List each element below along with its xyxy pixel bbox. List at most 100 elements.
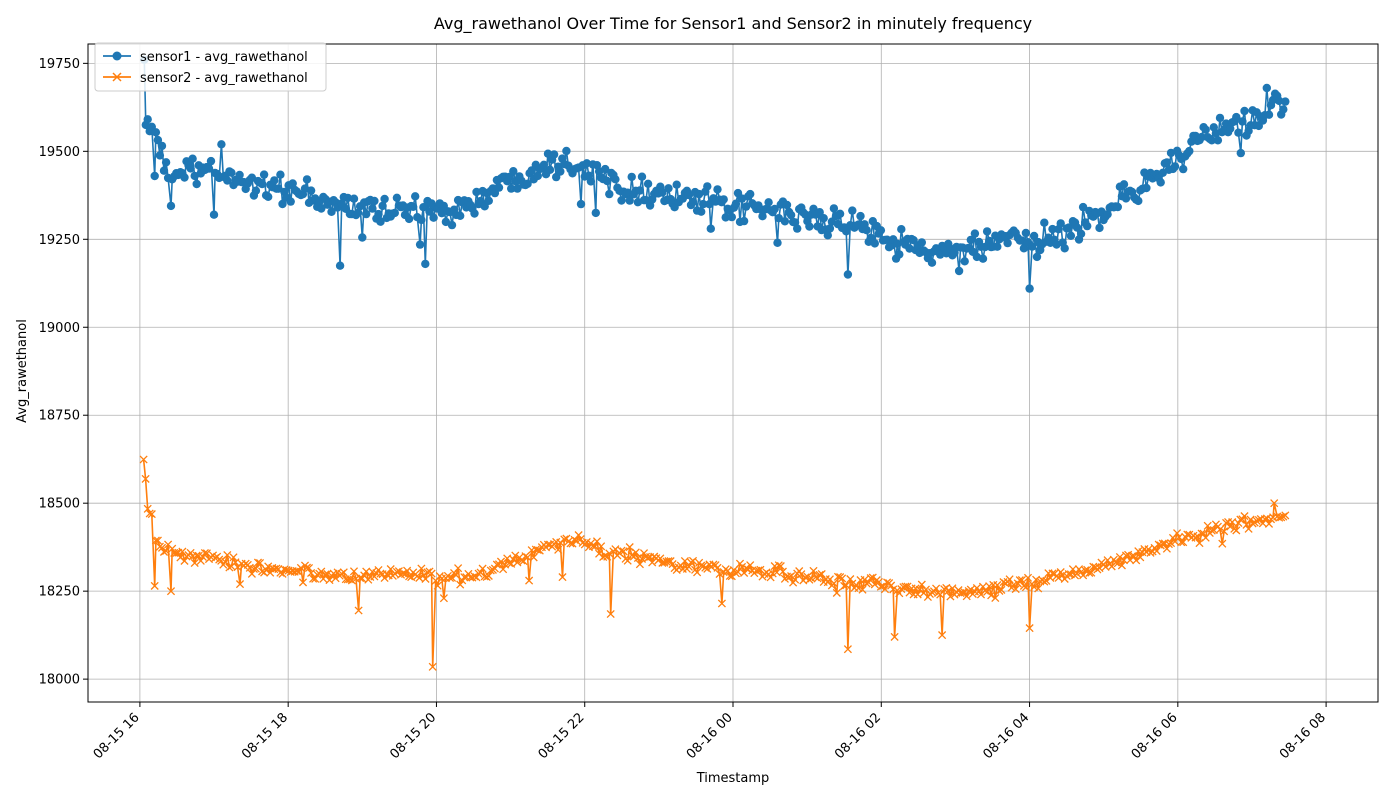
sensor1-point <box>155 151 165 160</box>
sensor1-point <box>1262 83 1272 93</box>
sensor2-point <box>605 549 614 558</box>
sensor1-point <box>1234 128 1243 137</box>
sensor2-point <box>403 566 412 575</box>
sensor2-point <box>944 586 953 595</box>
sensor1-point <box>1119 180 1129 189</box>
sensor1-point <box>815 208 824 217</box>
y-axis-label: Avg_rawethanol <box>15 319 30 423</box>
sensor2-point <box>713 563 722 572</box>
sensor1-point <box>770 204 779 214</box>
sensor1-point <box>417 215 426 225</box>
sensor1-point <box>247 173 257 182</box>
y-axis: 18000 18250 18500 18750 19000 19250 19500 19750 <box>39 57 88 688</box>
sensor1-point <box>1232 112 1241 122</box>
sensor1-point <box>1103 210 1112 219</box>
sensor1-point <box>1021 228 1031 238</box>
sensor1-point <box>993 242 1002 251</box>
sensor1-point <box>409 202 418 211</box>
sensor1-point <box>982 227 992 236</box>
sensor1-point <box>288 179 297 188</box>
sensor2-point <box>304 563 314 573</box>
sensor1-point <box>576 199 586 209</box>
sensor2-point <box>292 566 301 575</box>
sensor2-point <box>509 555 518 564</box>
sensor1-point <box>278 199 287 209</box>
sensor2-point <box>1117 561 1126 570</box>
sensor1-point <box>235 170 244 180</box>
sensor2-point <box>635 560 644 569</box>
sensor1-point <box>1040 218 1049 227</box>
sensor2-point <box>1226 522 1235 531</box>
sensor1-point <box>317 204 326 213</box>
sensor2-point <box>499 565 508 574</box>
sensor2-point <box>991 593 1000 603</box>
sensor2-point <box>1015 576 1024 585</box>
sensor2-point <box>860 575 869 584</box>
sensor2-point <box>558 573 567 582</box>
sensor2-point <box>601 551 610 560</box>
sensor1-point <box>706 224 715 233</box>
sensor2-point <box>249 564 258 574</box>
sensor1-point <box>259 170 269 179</box>
sensor2-point <box>1175 533 1184 542</box>
sensor2-point <box>631 548 640 557</box>
sensor2-point <box>637 554 647 563</box>
sensor2-point <box>298 578 308 587</box>
sensor2-point <box>478 564 487 573</box>
sensor1-point <box>970 229 980 238</box>
sensor1-point <box>404 214 414 224</box>
sensor1-point <box>556 167 565 176</box>
sensor1-point <box>1238 117 1247 126</box>
sensor1-point <box>1156 178 1165 187</box>
sensor1-point <box>549 150 559 159</box>
sensor1-point <box>1064 223 1074 232</box>
sensor2-point <box>590 542 600 551</box>
sensor2-point <box>703 564 712 573</box>
sensor2-point <box>619 547 628 556</box>
sensor1-point <box>494 183 504 192</box>
sensor2-point <box>1218 539 1227 548</box>
sensor1-point <box>1025 284 1034 293</box>
sensor1-point <box>927 258 937 267</box>
sensor1-point <box>1197 132 1206 142</box>
sensor1-point <box>186 164 195 173</box>
sensor2-point <box>192 551 201 560</box>
sensor1-point <box>978 254 988 263</box>
sensor2-point <box>1017 575 1026 585</box>
x-tick-label: 08-16 08 <box>1277 710 1329 762</box>
sensor2-point <box>1193 532 1202 541</box>
sensor1-point <box>513 184 522 193</box>
sensor2-point <box>697 561 706 570</box>
sensor2-point <box>946 592 955 601</box>
sensor2-point <box>840 581 849 590</box>
sensor2-point <box>1270 499 1279 508</box>
sensor1-point <box>1083 221 1092 231</box>
sensor2-point <box>392 567 401 576</box>
sensor2-point <box>1119 556 1129 565</box>
sensor2-point <box>521 552 530 561</box>
sensor2-point <box>938 631 947 640</box>
sensor1-point <box>876 226 886 235</box>
sensor1-point <box>719 195 728 204</box>
sensor2-point <box>294 567 303 576</box>
sensor2-point <box>325 576 334 585</box>
sensor1-point <box>611 175 620 184</box>
sensor1-point <box>664 184 673 193</box>
sensor1-point <box>392 193 402 202</box>
sensor1-point <box>635 186 645 195</box>
sensor2-point <box>597 542 606 551</box>
sensor2-point <box>717 599 726 608</box>
sensor1-point <box>376 217 385 226</box>
sensor1-point <box>166 201 176 211</box>
sensor1-point <box>415 240 425 249</box>
sensor2-point <box>221 557 230 566</box>
sensor2-point <box>296 563 305 572</box>
sensor2-point <box>153 536 162 545</box>
sensor2-point <box>1207 526 1216 535</box>
sensor2-point <box>439 594 448 603</box>
series-layer <box>139 55 1290 671</box>
sensor2-point <box>231 558 240 567</box>
sensor2-point <box>180 556 189 565</box>
sensor2-point <box>155 542 164 551</box>
sensor1-point <box>1076 229 1086 238</box>
